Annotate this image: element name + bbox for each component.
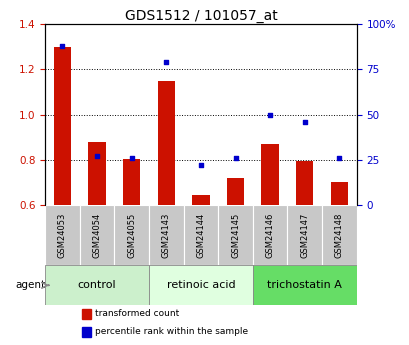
Point (59, 43, 65, 49)
Text: GSM24054: GSM24054 (92, 213, 101, 258)
Bar (123, 159, 140, 205)
Point (197, 162, 204, 168)
Bar (82, 327, 91, 337)
Bar (218, 205, 252, 265)
Text: GSM24143: GSM24143 (162, 213, 171, 258)
Bar (157, 81, 175, 205)
Bar (287, 205, 321, 265)
Bar (252, 205, 287, 265)
Bar (45, 205, 79, 265)
Text: GSM24146: GSM24146 (265, 213, 274, 258)
Bar (183, 205, 218, 265)
Text: trichostatin A: trichostatin A (267, 280, 342, 290)
Bar (226, 178, 244, 205)
Point (231, 155, 238, 161)
Text: GSM24053: GSM24053 (58, 213, 67, 258)
Title: GDS1512 / 101057_at: GDS1512 / 101057_at (124, 9, 276, 23)
Point (335, 155, 342, 161)
Text: GSM24144: GSM24144 (196, 213, 205, 258)
Bar (45, 265, 148, 305)
Bar (148, 205, 183, 265)
Point (163, 59, 169, 65)
Bar (82, 309, 91, 319)
Point (301, 119, 307, 125)
Bar (54, 47, 71, 205)
Bar (252, 265, 356, 305)
Text: GSM24145: GSM24145 (230, 213, 239, 258)
Text: control: control (78, 280, 116, 290)
Bar (88, 142, 106, 205)
Bar (261, 144, 278, 205)
Bar (321, 205, 356, 265)
Bar (295, 161, 312, 205)
Text: agent: agent (15, 280, 45, 290)
Point (266, 112, 273, 117)
Point (94, 154, 100, 159)
Text: GSM24147: GSM24147 (299, 213, 308, 258)
Text: transformed count: transformed count (95, 309, 179, 318)
Bar (79, 205, 114, 265)
Bar (330, 183, 347, 205)
Bar (148, 265, 252, 305)
Bar (114, 205, 148, 265)
Bar (192, 195, 209, 205)
Text: percentile rank within the sample: percentile rank within the sample (95, 327, 247, 336)
Text: GSM24148: GSM24148 (334, 213, 343, 258)
Point (128, 155, 135, 161)
Text: retinoic acid: retinoic acid (166, 280, 235, 290)
Text: GSM24055: GSM24055 (127, 213, 136, 258)
